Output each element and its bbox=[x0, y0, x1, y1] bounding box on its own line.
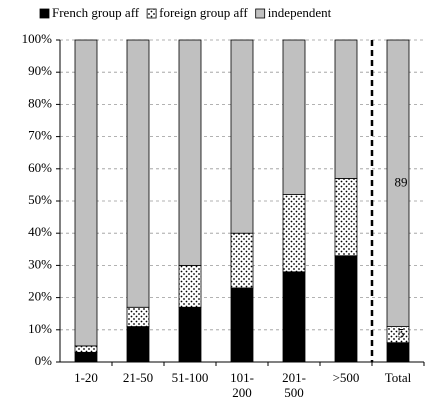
bar-segment bbox=[386, 342, 410, 363]
bar-segment bbox=[334, 178, 358, 257]
y-tick-label: 80% bbox=[28, 95, 52, 110]
data-label: 89 bbox=[395, 174, 408, 189]
bar-segment bbox=[282, 39, 306, 195]
x-tick-label: 1-20 bbox=[74, 370, 98, 385]
x-tick-label: 201- 500 bbox=[282, 370, 306, 400]
x-tick-label: 21-50 bbox=[122, 370, 154, 385]
x-tick-label: 51-100 bbox=[171, 370, 209, 385]
legend-label: foreign group aff bbox=[159, 5, 248, 20]
legend-swatch bbox=[255, 8, 266, 19]
bar-segment bbox=[178, 39, 202, 266]
y-tick-label: 100% bbox=[22, 31, 53, 46]
bar-segment bbox=[334, 39, 358, 179]
y-tick-label: 70% bbox=[28, 128, 52, 143]
y-tick-label: 50% bbox=[28, 192, 52, 207]
legend-label: independent bbox=[268, 5, 332, 20]
bar-segment bbox=[126, 326, 150, 363]
x-tick-label: Total bbox=[384, 370, 412, 385]
y-tick-label: 30% bbox=[28, 256, 52, 271]
y-tick-label: 90% bbox=[28, 63, 52, 78]
y-tick-label: 60% bbox=[28, 160, 52, 175]
data-label: 5 bbox=[398, 326, 405, 341]
y-tick-label: 10% bbox=[28, 321, 52, 336]
x-tick-label: >500 bbox=[332, 370, 360, 385]
bar-segment bbox=[334, 255, 358, 363]
x-tick-label: 101- 200 bbox=[230, 370, 254, 400]
bar-segment bbox=[386, 39, 410, 327]
legend-label: French group aff bbox=[52, 5, 140, 20]
y-tick-label: 0% bbox=[35, 353, 53, 368]
bar-segment bbox=[178, 306, 202, 363]
bar-segment bbox=[230, 39, 254, 234]
bar-segment bbox=[282, 194, 306, 273]
bar-segment bbox=[230, 287, 254, 363]
bar-segment bbox=[74, 345, 98, 353]
bar-segment bbox=[74, 39, 98, 347]
legend-swatch bbox=[146, 8, 157, 19]
bar-segment bbox=[126, 306, 150, 327]
bar-segment bbox=[230, 232, 254, 289]
bar-segment bbox=[126, 39, 150, 308]
y-tick-label: 20% bbox=[28, 289, 52, 304]
bar-segment bbox=[74, 351, 98, 363]
bar-segment bbox=[282, 271, 306, 363]
legend-swatch bbox=[39, 8, 50, 19]
y-tick-label: 40% bbox=[28, 224, 52, 239]
bar-segment bbox=[178, 264, 202, 308]
